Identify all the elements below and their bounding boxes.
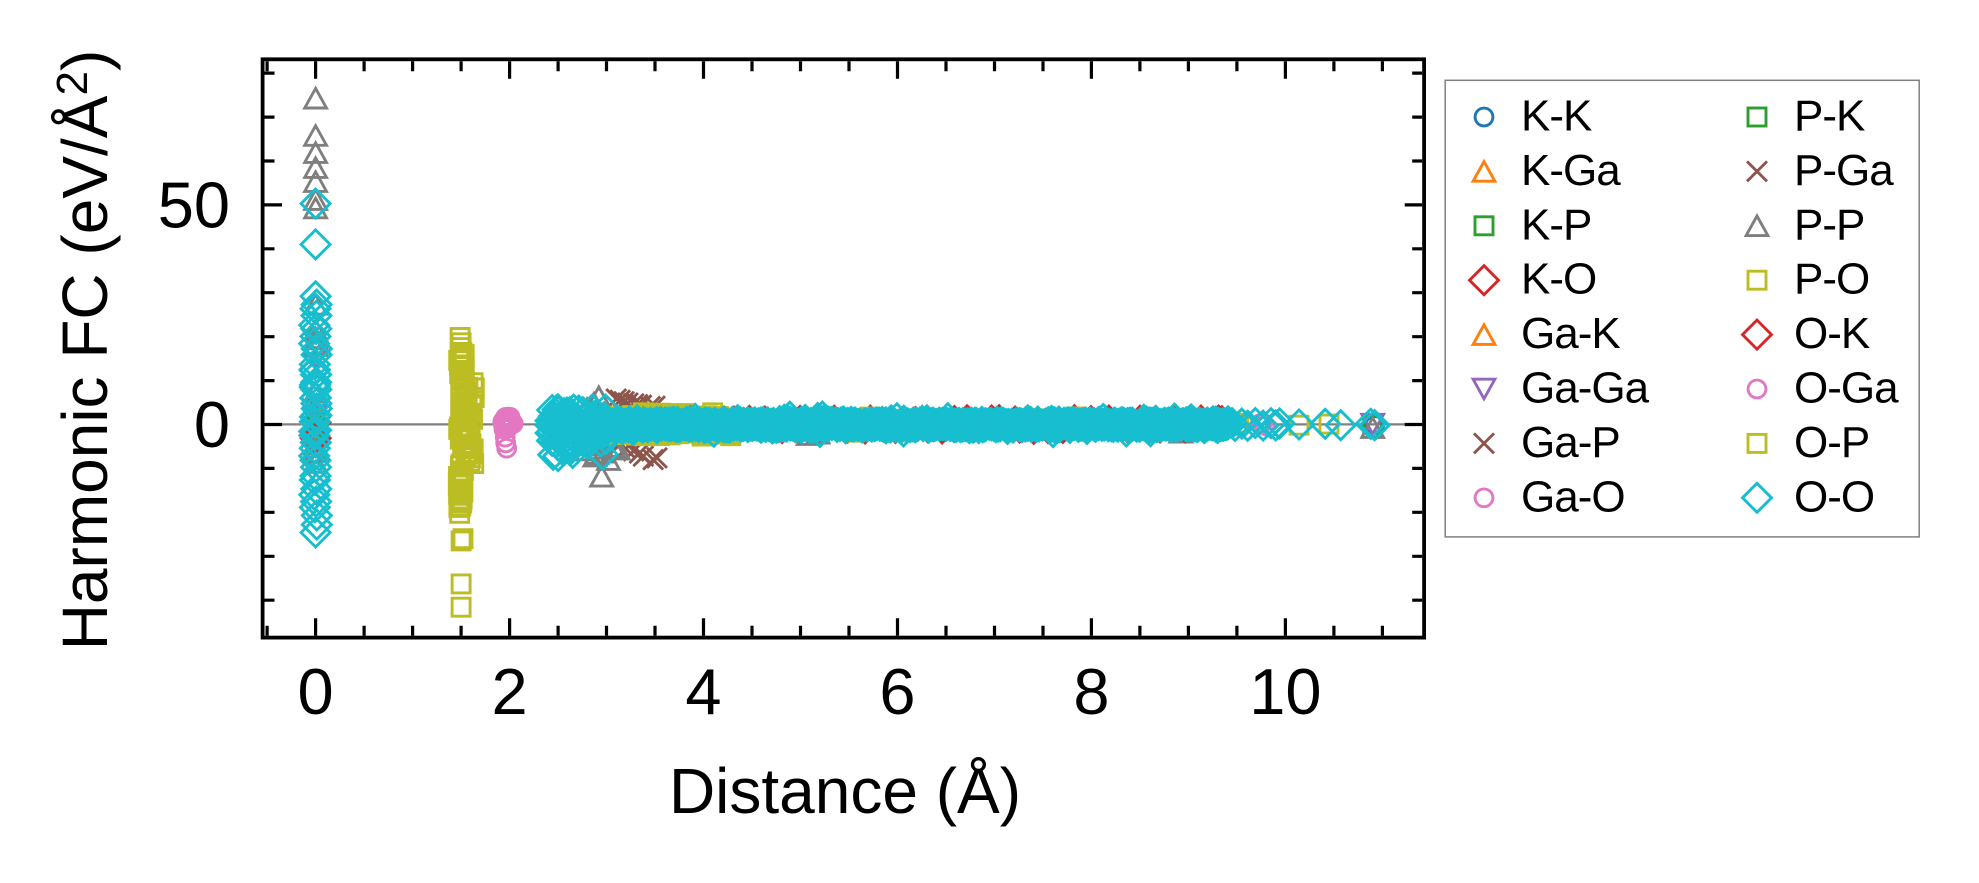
svg-text:2: 2 [492, 655, 528, 728]
svg-text:P-O: P-O [1794, 255, 1869, 304]
svg-text:Ga-Ga: Ga-Ga [1521, 364, 1650, 413]
svg-text:0: 0 [194, 388, 230, 461]
svg-text:Ga-P: Ga-P [1521, 418, 1620, 467]
svg-text:10: 10 [1249, 655, 1321, 728]
svg-text:Distance (Å): Distance (Å) [669, 755, 1021, 827]
svg-text:Ga-O: Ga-O [1521, 472, 1625, 521]
svg-text:6: 6 [879, 655, 915, 728]
svg-text:8: 8 [1073, 655, 1109, 728]
svg-text:O-Ga: O-Ga [1794, 364, 1899, 413]
svg-text:O-P: O-P [1794, 418, 1869, 467]
svg-text:P-K: P-K [1794, 92, 1865, 141]
svg-text:K-P: K-P [1521, 200, 1591, 249]
svg-text:O-K: O-K [1794, 309, 1870, 358]
svg-text:0: 0 [298, 655, 334, 728]
svg-text:K-K: K-K [1521, 92, 1592, 141]
svg-text:O-O: O-O [1794, 472, 1874, 521]
svg-text:K-O: K-O [1521, 255, 1596, 304]
svg-text:50: 50 [158, 168, 230, 241]
svg-text:K-Ga: K-Ga [1521, 146, 1621, 195]
svg-text:Ga-K: Ga-K [1521, 309, 1620, 358]
svg-text:P-Ga: P-Ga [1794, 146, 1894, 195]
svg-text:Harmonic FC (eV/Å2): Harmonic FC (eV/Å2) [48, 50, 121, 651]
svg-text:P-P: P-P [1794, 200, 1864, 249]
svg-text:4: 4 [685, 655, 721, 728]
